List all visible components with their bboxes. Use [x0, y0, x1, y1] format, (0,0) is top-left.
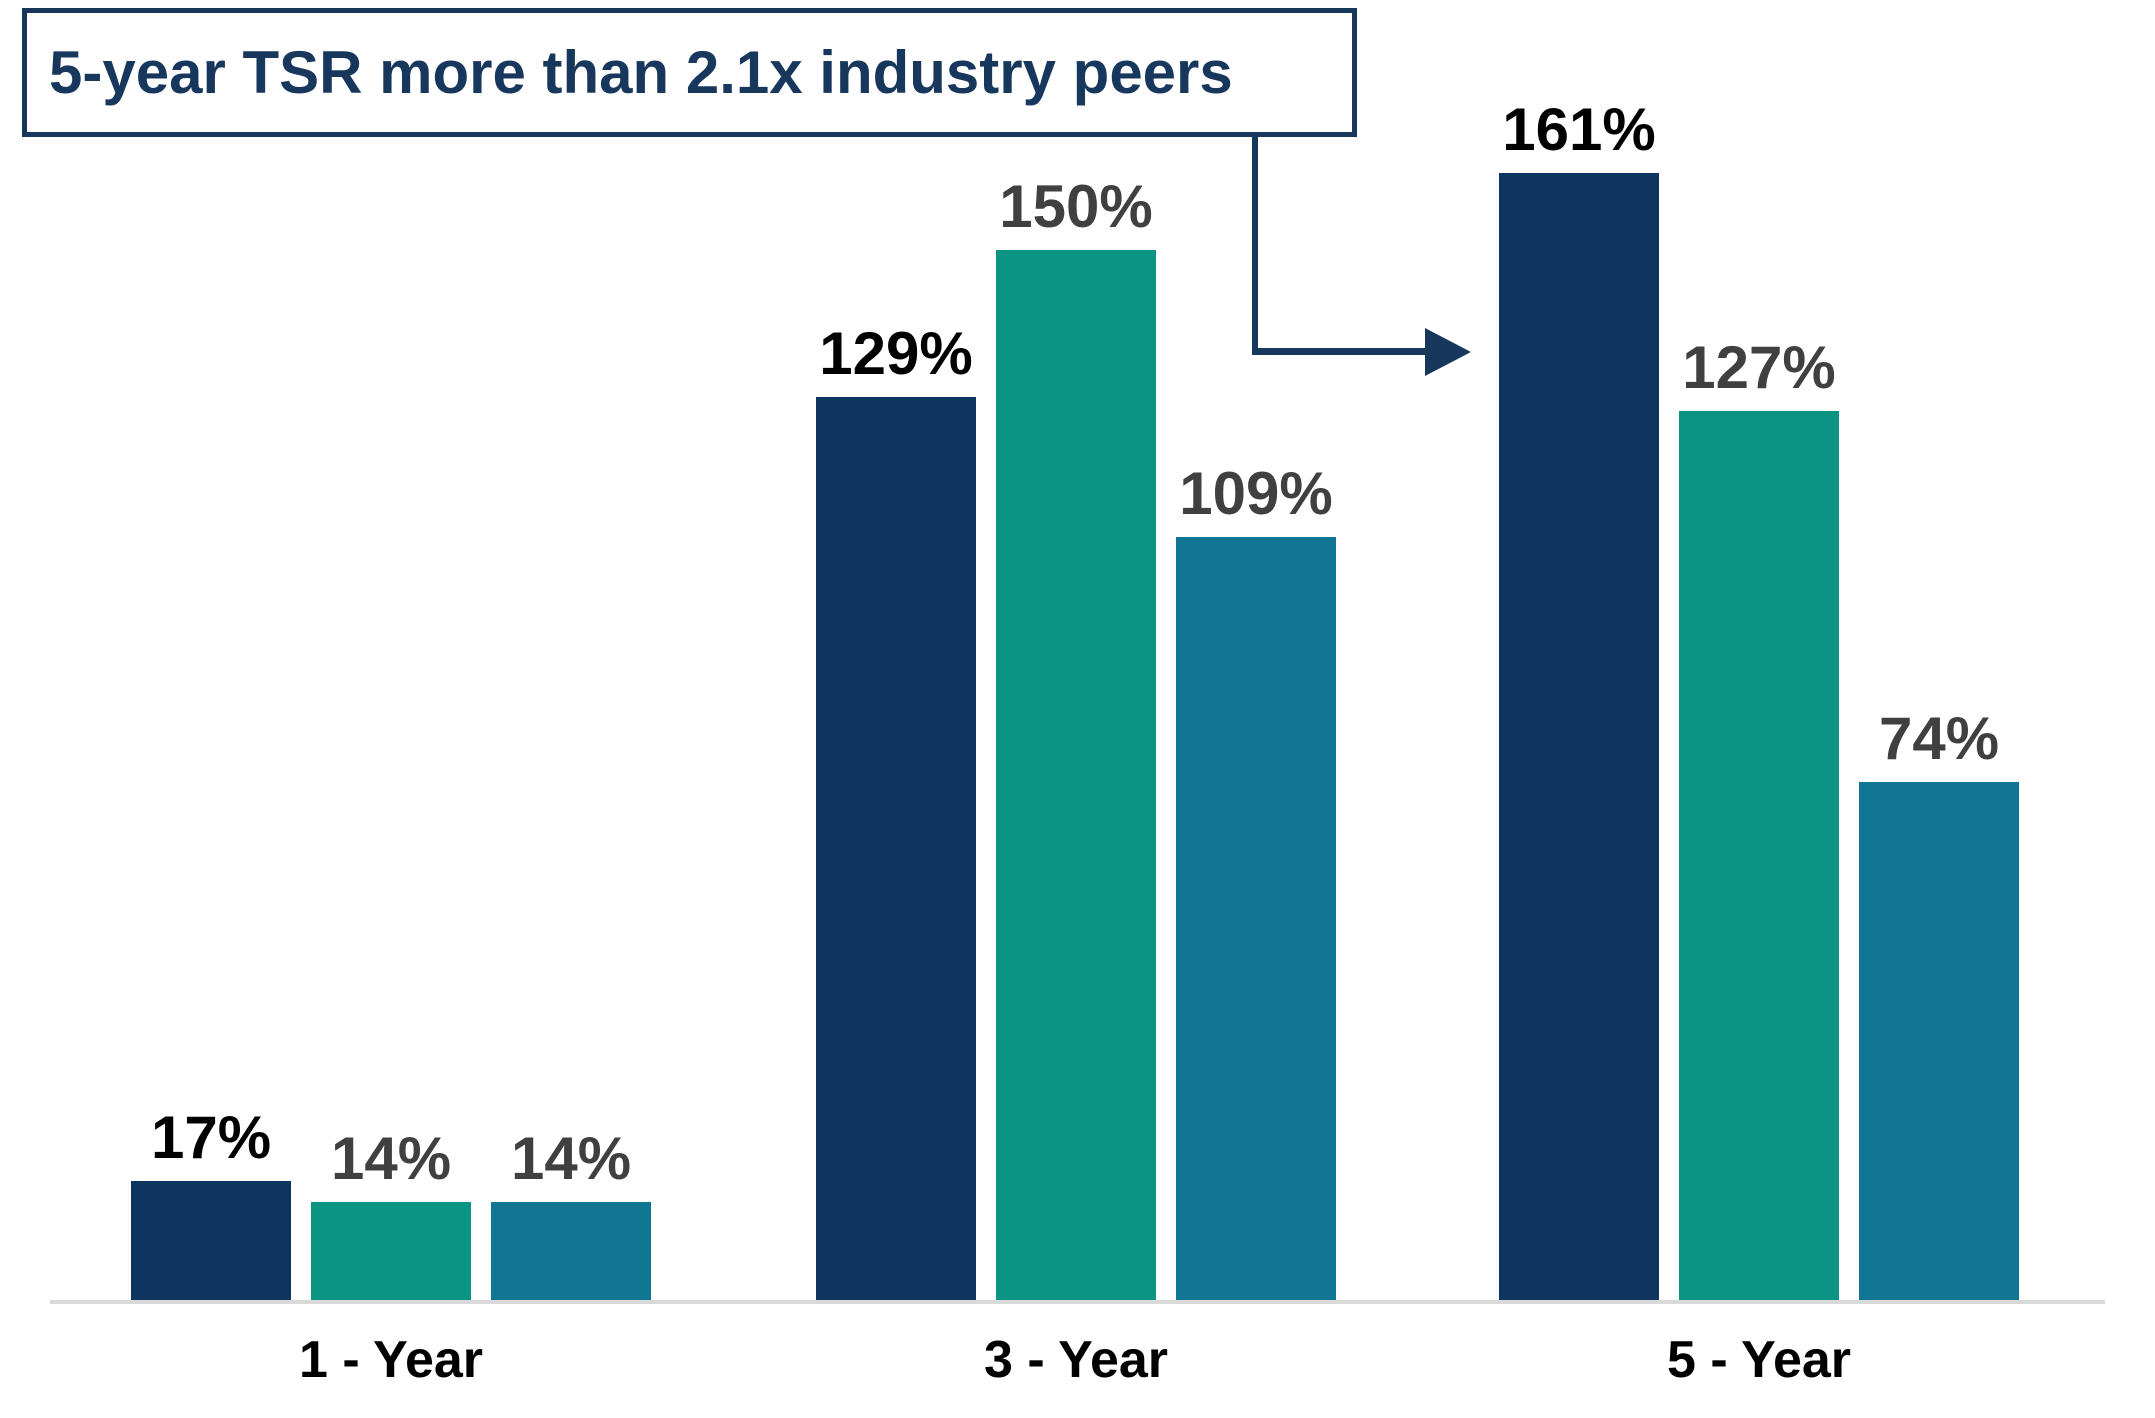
callout-box: 5-year TSR more than 2.1x industry peers — [22, 8, 1357, 137]
bar-cell-group2-series2: 150% — [996, 175, 1156, 1300]
bar-group1-series2 — [311, 1202, 471, 1300]
x-axis-line — [50, 1300, 2105, 1304]
bar-cell-group3-series3: 74% — [1859, 707, 2019, 1300]
bar-group1-series3 — [491, 1202, 651, 1300]
x-axis-label-3: 5 - Year — [1666, 1331, 1852, 1389]
bar-value-label: 127% — [1682, 334, 1836, 401]
bar-cell-group3-series2: 127% — [1679, 336, 1839, 1300]
bar-group2-series2 — [996, 250, 1156, 1300]
x-axis-label-1: 1 - Year — [298, 1331, 484, 1389]
bar-group-2: 129% 150% 109% — [816, 175, 1336, 1300]
bar-value-label: 14% — [510, 1125, 632, 1192]
bar-cell-group2-series1: 129% — [816, 322, 976, 1300]
bar-group3-series3 — [1859, 782, 2019, 1300]
bar-group2-series1 — [816, 397, 976, 1300]
bar-group-3: 161% 127% 74% — [1499, 98, 2019, 1300]
callout-arrow-head-icon — [1425, 328, 1471, 376]
bar-cell-group3-series1: 161% — [1499, 98, 1659, 1300]
bar-value-label: 109% — [1179, 460, 1333, 527]
bar-cell-group2-series3: 109% — [1176, 462, 1336, 1300]
bar-value-label: 129% — [819, 320, 973, 387]
bar-group-1: 17% 14% 14% — [131, 1106, 651, 1300]
bar-group2-series3 — [1176, 537, 1336, 1300]
bar-group1-series1 — [131, 1181, 291, 1300]
callout-arrow-horizontal-line — [1252, 348, 1425, 355]
callout-arrow-vertical-line — [1252, 137, 1258, 351]
bar-cell-group1-series1: 17% — [131, 1106, 291, 1300]
x-axis-label-2: 3 - Year — [983, 1331, 1169, 1389]
callout-text: 5-year TSR more than 2.1x industry peers — [49, 39, 1233, 106]
bar-cell-group1-series3: 14% — [491, 1127, 651, 1300]
bar-cell-group1-series2: 14% — [311, 1127, 471, 1300]
bar-value-label: 161% — [1502, 96, 1656, 163]
bar-value-label: 14% — [330, 1125, 452, 1192]
bar-value-label: 74% — [1878, 705, 2000, 772]
bar-group3-series1 — [1499, 173, 1659, 1300]
bar-group3-series2 — [1679, 411, 1839, 1300]
bar-value-label: 150% — [999, 173, 1153, 240]
bar-value-label: 17% — [150, 1104, 272, 1171]
